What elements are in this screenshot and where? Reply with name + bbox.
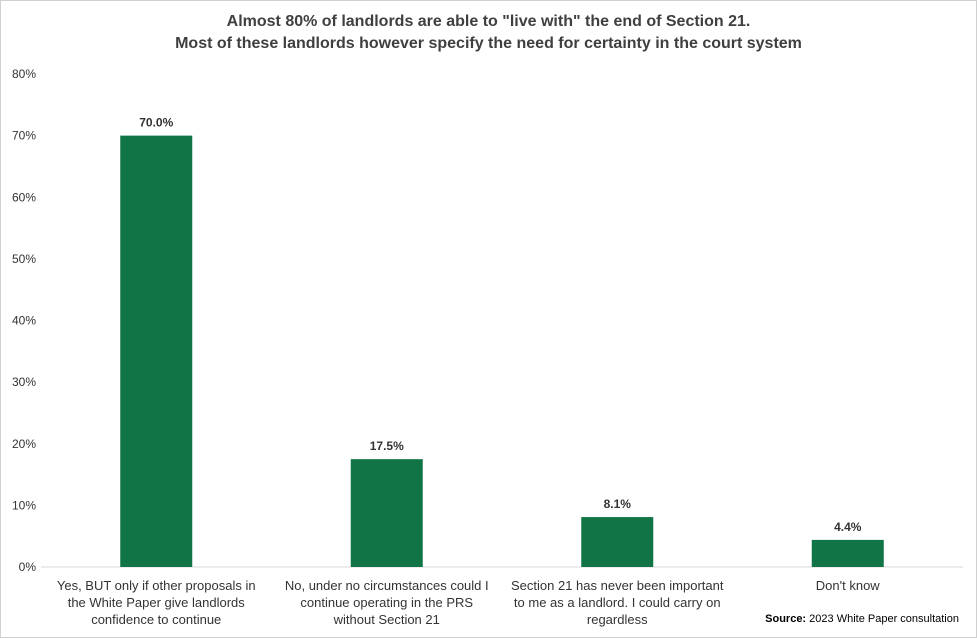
chart-title-line-2: Most of these landlords however specify … — [175, 35, 802, 52]
data-label: 4.4% — [834, 520, 862, 534]
y-tick-label: 20% — [12, 437, 36, 451]
bar — [350, 459, 423, 567]
source-note: Source: 2023 White Paper consultation — [765, 613, 959, 625]
y-tick-label: 0% — [19, 560, 37, 574]
x-category-label-line: regardless — [587, 612, 648, 627]
x-category-label: Don't know — [816, 578, 881, 593]
x-category-label: Yes, BUT only if other proposals in the W… — [57, 578, 256, 627]
x-category-label-line: Section 21 has never been important — [511, 578, 724, 593]
x-category-label-line: Don't know — [816, 578, 881, 593]
x-category-label: No, under no circumstances could I contin… — [285, 578, 489, 627]
y-tick-label: 60% — [12, 190, 36, 204]
y-tick-label: 40% — [12, 314, 36, 328]
bar — [811, 539, 884, 567]
x-category-label-line: Yes, BUT only if other proposals in — [57, 578, 256, 593]
y-tick-label: 50% — [12, 252, 36, 266]
chart-title-line-1: Almost 80% of landlords are able to "liv… — [226, 13, 751, 30]
x-category-label: Section 21 has never been important to me… — [511, 578, 724, 627]
source-label: Source: — [765, 613, 807, 625]
chart-title: Almost 80% of landlords are able to "liv… — [1, 11, 976, 55]
x-category-label-line: the White Paper give landlords — [68, 595, 246, 610]
y-tick-label: 80% — [12, 67, 36, 81]
x-category-label-line: continue operating in the PRS — [300, 595, 473, 610]
x-category-label-line: without Section 21 — [333, 612, 440, 627]
x-category-label-line: confidence to continue — [91, 612, 221, 627]
bar — [120, 135, 193, 567]
data-label: 8.1% — [604, 497, 632, 511]
y-tick-label: 30% — [12, 375, 36, 389]
x-category-label-line: No, under no circumstances could I — [285, 578, 489, 593]
data-label: 70.0% — [139, 116, 173, 130]
bar — [581, 517, 654, 567]
y-tick-label: 10% — [12, 498, 36, 512]
data-label: 17.5% — [370, 439, 404, 453]
y-tick-label: 70% — [12, 129, 36, 143]
x-category-label-line: to me as a landlord. I could carry on — [514, 595, 721, 610]
source-text: 2023 White Paper consultation — [809, 613, 959, 625]
